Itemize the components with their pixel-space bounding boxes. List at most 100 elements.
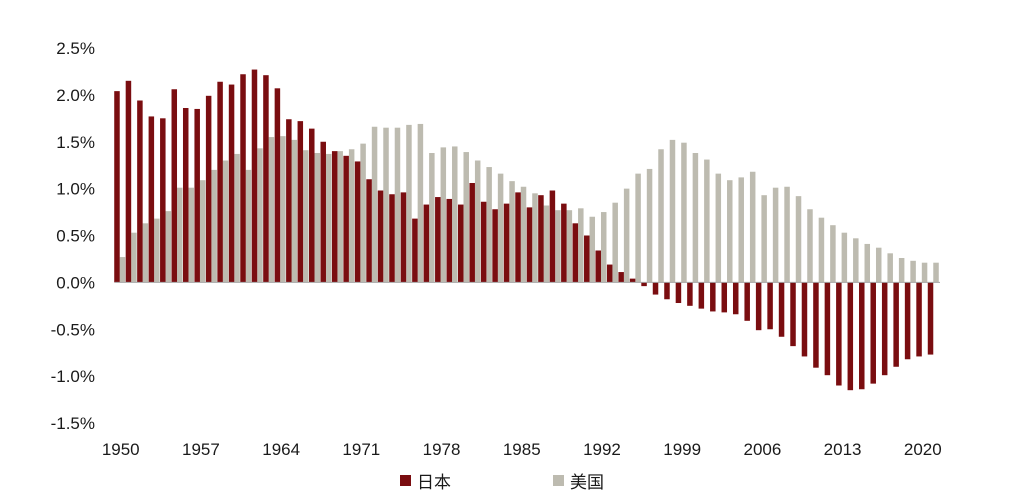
bar-japan — [824, 282, 831, 376]
bar-us — [807, 209, 813, 283]
bar-us — [222, 160, 229, 283]
bar-us — [933, 262, 939, 283]
bar-us — [131, 232, 137, 283]
bar-japan — [400, 192, 407, 283]
x-tick-label: 1999 — [663, 440, 701, 459]
bar-us — [257, 148, 263, 283]
bar-us — [234, 153, 240, 283]
bar-us — [337, 151, 343, 283]
bar-japan — [286, 119, 292, 283]
x-tick-label: 1950 — [102, 440, 140, 459]
bar-japan — [377, 190, 384, 283]
bar-us — [658, 149, 664, 283]
bar-us — [211, 169, 217, 283]
y-tick-label: 1.5% — [56, 133, 95, 152]
bar-us — [463, 152, 469, 283]
bar-us — [452, 146, 458, 283]
bar-japan — [114, 91, 120, 283]
legend-swatch-us — [553, 474, 564, 486]
bar-us — [154, 218, 160, 283]
bar-japan — [629, 278, 636, 283]
bar-us — [566, 210, 573, 283]
bar-us — [142, 223, 149, 283]
bar-us — [600, 212, 607, 283]
bar-us — [612, 202, 618, 283]
legend-label-us: 美国 — [570, 472, 604, 493]
x-tick-label: 2013 — [824, 440, 862, 459]
bar-us — [692, 153, 699, 283]
x-tick-label: 2006 — [743, 440, 781, 459]
bar-us — [268, 137, 275, 283]
bar-japan — [446, 198, 453, 283]
bar-japan — [790, 282, 796, 347]
bar-japan — [561, 203, 567, 283]
bar-us — [875, 247, 882, 283]
bar-japan — [755, 282, 762, 331]
bar-us — [440, 147, 447, 283]
bar-japan — [160, 118, 166, 283]
bar-us — [681, 142, 687, 283]
y-tick-label: 2.0% — [56, 86, 95, 105]
bar-us — [704, 159, 710, 283]
us-series — [119, 123, 939, 283]
bar-japan — [263, 75, 269, 283]
bar-japan — [618, 272, 624, 283]
bar-japan — [194, 108, 200, 283]
bar-japan — [847, 282, 854, 391]
bar-japan — [125, 80, 132, 283]
legend-item-japan: 日本 — [400, 466, 451, 494]
bar-us — [784, 186, 790, 283]
bar-japan — [148, 116, 155, 283]
bar-us — [830, 225, 836, 283]
bar-japan — [595, 250, 601, 283]
bar-us — [772, 187, 779, 283]
bar-us — [669, 139, 676, 283]
bar-us — [486, 167, 492, 283]
bar-japan — [698, 282, 705, 309]
bar-us — [406, 124, 412, 283]
bar-japan — [412, 218, 418, 283]
bar-japan — [836, 282, 842, 386]
bar-us — [497, 173, 504, 283]
x-tick-label: 1985 — [503, 440, 541, 459]
bar-japan — [354, 161, 361, 283]
bar-us — [280, 136, 286, 283]
bar-japan — [687, 282, 693, 306]
bar-us — [348, 149, 355, 283]
bar-japan — [137, 100, 143, 283]
bar-us — [749, 171, 756, 283]
bar-us — [555, 210, 561, 283]
bar-japan — [331, 151, 338, 283]
bar-japan — [572, 223, 579, 283]
bar-japan — [366, 179, 372, 283]
bar-japan — [480, 201, 487, 283]
x-tick-label: 1957 — [182, 440, 220, 459]
bar-japan — [549, 190, 556, 283]
bar-us — [727, 180, 733, 283]
bar-japan — [744, 282, 750, 321]
y-tick-label: -0.5% — [51, 320, 95, 339]
bar-us — [887, 253, 893, 283]
bar-us — [119, 257, 126, 283]
bar-us — [921, 262, 928, 283]
bar-japan — [584, 235, 590, 283]
legend-label-japan: 日本 — [417, 472, 451, 493]
bar-us — [177, 187, 183, 283]
bar-japan — [182, 108, 189, 283]
x-axis-ticks: 1950 1957 1964 1971 1978 1985 1992 1999 2006 2013… — [102, 440, 942, 459]
bar-japan — [641, 282, 647, 287]
bar-us — [795, 196, 802, 283]
bar-us — [910, 260, 916, 283]
bar-japan — [423, 204, 430, 283]
bar-us — [589, 216, 596, 283]
legend: 日本 美国 — [0, 466, 1024, 494]
bar-japan — [538, 195, 544, 283]
bar-us — [360, 143, 366, 283]
bar-us — [188, 187, 194, 283]
bar-us — [291, 139, 298, 283]
y-tick-label: 1.0% — [56, 180, 95, 199]
bar-japan — [469, 183, 475, 283]
bar-japan — [457, 204, 464, 283]
bar-japan — [813, 282, 819, 368]
y-tick-label: 0.5% — [56, 227, 95, 246]
